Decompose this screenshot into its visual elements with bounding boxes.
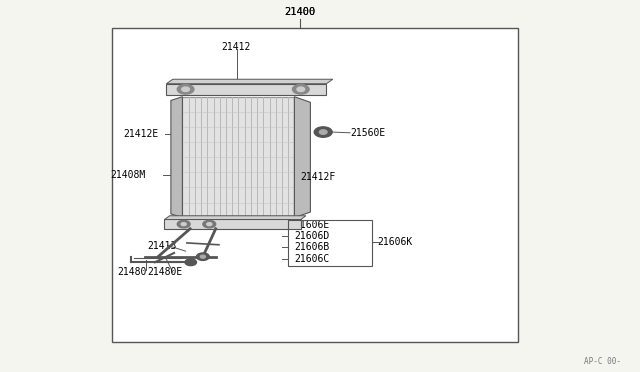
Polygon shape xyxy=(164,216,306,219)
Circle shape xyxy=(181,222,186,225)
Text: 21412E: 21412E xyxy=(123,129,158,139)
Circle shape xyxy=(292,84,309,94)
Circle shape xyxy=(200,255,205,258)
Circle shape xyxy=(177,84,194,94)
Circle shape xyxy=(177,220,190,228)
Circle shape xyxy=(314,127,332,137)
Text: 21412: 21412 xyxy=(221,42,250,51)
Bar xyxy=(288,220,372,266)
Circle shape xyxy=(207,222,212,225)
Circle shape xyxy=(203,220,216,228)
Text: 21400: 21400 xyxy=(284,7,315,17)
Text: 21560E: 21560E xyxy=(351,128,386,138)
Circle shape xyxy=(319,130,327,134)
Circle shape xyxy=(196,253,209,260)
Text: 21408M: 21408M xyxy=(110,170,145,180)
Bar xyxy=(182,97,294,218)
Text: 21606B: 21606B xyxy=(294,243,330,252)
Circle shape xyxy=(297,87,305,92)
Bar xyxy=(166,84,326,95)
Polygon shape xyxy=(171,97,182,218)
Polygon shape xyxy=(166,79,333,84)
Circle shape xyxy=(185,259,196,266)
Text: 21400: 21400 xyxy=(284,7,315,17)
Bar xyxy=(164,219,301,229)
Circle shape xyxy=(182,87,189,92)
Text: 21606D: 21606D xyxy=(294,231,330,241)
Text: 21606E: 21606E xyxy=(294,220,330,230)
Text: 21413: 21413 xyxy=(147,241,177,250)
Polygon shape xyxy=(294,97,310,218)
Text: 21480: 21480 xyxy=(117,267,147,277)
Text: 21480E: 21480E xyxy=(147,267,182,277)
Text: 21412F: 21412F xyxy=(301,172,336,182)
Text: AP-C 00-: AP-C 00- xyxy=(584,357,621,366)
Text: 21606K: 21606K xyxy=(378,237,413,247)
Bar xyxy=(112,28,518,342)
Text: 21606C: 21606C xyxy=(294,254,330,263)
